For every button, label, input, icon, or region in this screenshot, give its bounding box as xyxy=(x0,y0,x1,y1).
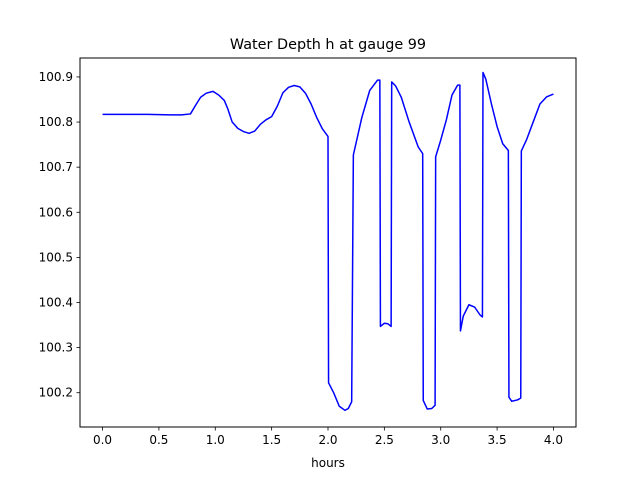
y-tick-label: 100.2 xyxy=(39,386,73,400)
plot-lines xyxy=(102,71,554,412)
y-tick-label: 100.8 xyxy=(39,115,73,129)
y-tick-label: 100.3 xyxy=(39,341,73,355)
x-tick-label: 1.5 xyxy=(262,433,281,447)
x-tick-label: 2.5 xyxy=(375,433,394,447)
x-tick-label: 4.0 xyxy=(544,433,563,447)
x-tick-label: 0.5 xyxy=(149,433,168,447)
x-tick-label: 2.0 xyxy=(318,433,337,447)
y-tick-label: 100.9 xyxy=(39,70,73,84)
x-tick-label: 0.0 xyxy=(93,433,112,447)
y-axis-ticks: 100.2 100.3 100.4 100.5 100.6 100.7 100.8 100.9 xyxy=(39,70,80,400)
x-tick-label: 3.5 xyxy=(488,433,507,447)
series-line-0 xyxy=(102,71,554,412)
x-axis-label: hours xyxy=(311,456,345,470)
y-tick-label: 100.4 xyxy=(39,295,73,309)
x-axis-ticks: 0.0 0.5 1.0 1.5 2.0 2.5 3.0 3.5 4.0 xyxy=(93,427,563,447)
chart-title: Water Depth h at gauge 99 xyxy=(230,37,426,53)
x-tick-label: 3.0 xyxy=(431,433,450,447)
y-tick-label: 100.5 xyxy=(39,250,73,264)
y-tick-label: 100.7 xyxy=(39,160,73,174)
x-tick-label: 1.0 xyxy=(206,433,225,447)
y-tick-label: 100.6 xyxy=(39,205,73,219)
